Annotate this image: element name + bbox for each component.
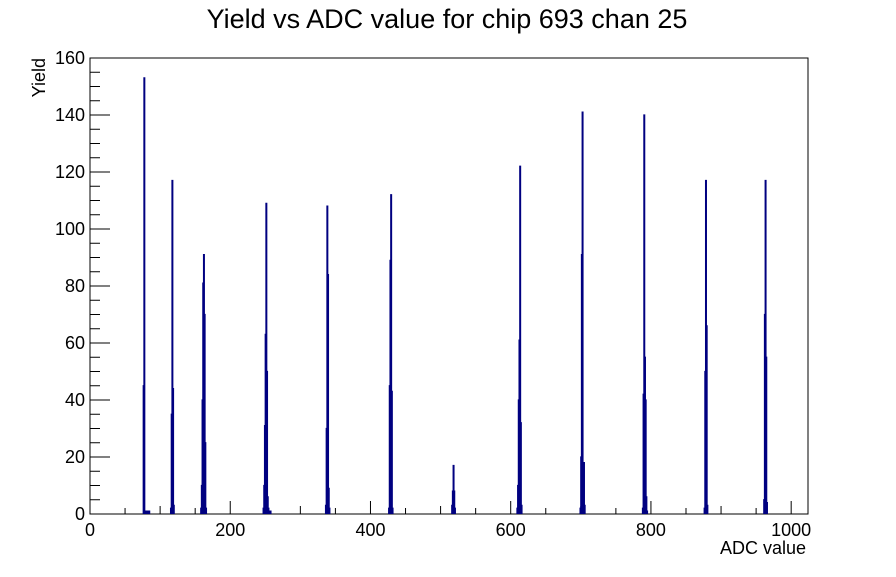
chart-title: Yield vs ADC value for chip 693 chan 25 (207, 4, 688, 34)
x-tick-label: 1000 (771, 520, 811, 540)
y-axis-label: Yield (29, 58, 49, 97)
x-tick-label: 800 (636, 520, 666, 540)
y-tick-label: 60 (65, 333, 85, 353)
x-tick-label: 600 (496, 520, 526, 540)
histogram-series (142, 77, 768, 514)
x-axis-label: ADC value (720, 538, 806, 558)
y-tick-label: 40 (65, 390, 85, 410)
y-tick-label: 120 (55, 162, 85, 182)
y-axis-ticks (90, 57, 110, 515)
x-tick-label: 200 (215, 520, 245, 540)
y-axis-tick-labels: 0 20 40 60 80 100 120 140 160 (55, 48, 85, 524)
y-tick-label: 140 (55, 105, 85, 125)
x-axis-tick-labels: 0 200 400 600 800 1000 (85, 520, 811, 540)
y-tick-label: 20 (65, 447, 85, 467)
y-tick-label: 160 (55, 48, 85, 68)
y-tick-label: 0 (75, 504, 85, 524)
x-tick-label: 0 (85, 520, 95, 540)
y-tick-label: 80 (65, 276, 85, 296)
y-tick-label: 100 (55, 219, 85, 239)
x-tick-label: 400 (355, 520, 385, 540)
